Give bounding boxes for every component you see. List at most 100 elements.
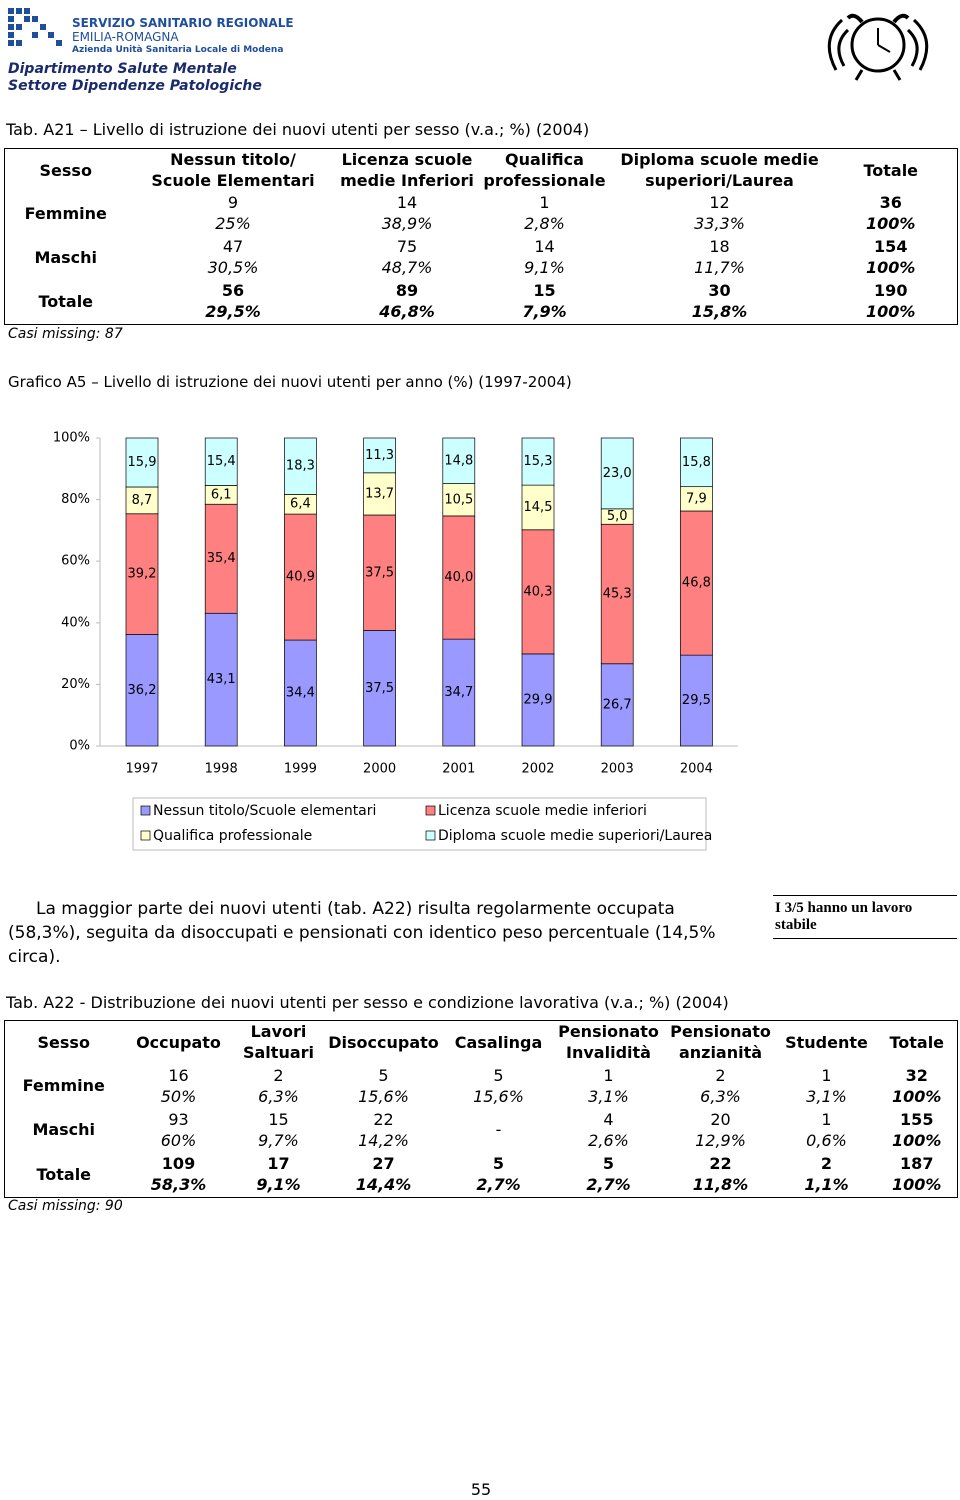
- cell: 5 15,6%: [445, 1064, 553, 1108]
- header-cell: Sesso: [39, 160, 92, 180]
- percent: 11,7%: [694, 258, 745, 277]
- cell: 1 0,6%: [777, 1108, 877, 1152]
- y-tick-label: 80%: [61, 492, 90, 507]
- cell: 47 30,5%: [127, 235, 340, 279]
- count: 16: [168, 1065, 189, 1085]
- cell: 5 15,6%: [323, 1064, 445, 1108]
- percent: 9,1%: [524, 258, 565, 277]
- cell: 9 25%: [127, 191, 340, 235]
- cell: 15 9,7%: [235, 1108, 323, 1152]
- bar-segment: [680, 437, 713, 488]
- data-label: 15,8: [682, 455, 711, 470]
- bar-segment: [284, 513, 317, 641]
- data-label: 11,3: [365, 448, 394, 463]
- percent: 30,5%: [207, 258, 259, 277]
- legend-swatch: [425, 805, 436, 816]
- x-tick-label: 2004: [680, 762, 713, 777]
- percent: 15,8%: [691, 302, 748, 322]
- percent: 15,6%: [358, 1086, 409, 1106]
- cell: 18 11,7%: [615, 235, 825, 279]
- table-head: Sesso Nessun titolo/ Scuole Elementari Lic…: [5, 149, 958, 192]
- percent: 2,7%: [586, 1175, 631, 1195]
- count: 5: [493, 1065, 504, 1085]
- count: 1: [821, 1065, 832, 1085]
- table-note: Casi missing: 87: [8, 326, 123, 342]
- legend-label: Qualifica professionale: [153, 828, 312, 844]
- header-cell: Studente: [785, 1032, 868, 1052]
- bar-segment: [680, 486, 713, 512]
- header-cell: Casalinga: [454, 1032, 543, 1052]
- x-tick-label: 1998: [205, 762, 238, 777]
- count: 1: [539, 193, 550, 212]
- org-line: SERVIZIO SANITARIO REGIONALE: [72, 16, 294, 30]
- data-label: 39,2: [128, 567, 157, 582]
- cell: 32 100%: [877, 1064, 958, 1108]
- count: 5: [378, 1065, 389, 1085]
- cell: 155 100%: [877, 1108, 958, 1152]
- table-row: Totale 109 58,3% 17 9,1% 27 14,4% 5 2,7% 5 2,7% 22 1…: [5, 1152, 958, 1198]
- percent: 12,9%: [695, 1130, 746, 1150]
- count: 32: [905, 1065, 928, 1085]
- bar-segment: [204, 437, 238, 486]
- percent: 60%: [160, 1130, 197, 1150]
- percent: 2,6%: [588, 1130, 629, 1150]
- y-tick-label: 20%: [61, 677, 90, 692]
- count: 30: [708, 281, 731, 301]
- data-label: 29,9: [524, 692, 553, 707]
- table-row: Maschi 47 30,5% 75 48,7% 14 9,1% 18 11,7% 154 100%: [5, 235, 958, 279]
- count: 9: [227, 193, 239, 212]
- percent: 38,9%: [381, 214, 433, 233]
- cell: 14 38,9%: [340, 191, 475, 235]
- header-cell: Disoccupato: [328, 1032, 439, 1052]
- data-label: 15,9: [128, 455, 157, 470]
- count: 17: [267, 1154, 290, 1174]
- data-label: 7,9: [686, 491, 707, 506]
- header-cell: Nessun titolo/ Scuole Elementari: [151, 150, 315, 190]
- count: 109: [161, 1154, 196, 1174]
- data-label: 34,4: [286, 686, 315, 701]
- percent: 100%: [866, 258, 916, 277]
- bar-segment: [442, 483, 476, 517]
- paragraph: La maggior parte dei nuovi utenti (tab. …: [8, 899, 716, 967]
- bar-segment: [600, 663, 634, 747]
- x-tick-label: 2003: [601, 762, 634, 777]
- data-label: 14,8: [444, 453, 473, 468]
- cell: 14 9,1%: [475, 235, 615, 279]
- count: 18: [709, 237, 730, 256]
- y-tick-label: 100%: [53, 431, 90, 446]
- cell: 1 3,1%: [553, 1064, 665, 1108]
- percent: 100%: [892, 1130, 942, 1150]
- table: Sesso Nessun titolo/ Scuole Elementari Lic…: [4, 148, 958, 325]
- data-label: 13,7: [365, 486, 394, 501]
- count: 190: [874, 281, 908, 301]
- cell: 5 2,7%: [445, 1152, 553, 1198]
- count: 75: [396, 237, 418, 256]
- bar-segment: [521, 484, 555, 531]
- cell: 15 7,9%: [475, 279, 615, 324]
- data-label: 40,3: [524, 584, 553, 599]
- percent: 6,3%: [700, 1086, 741, 1106]
- data-label: 40,9: [286, 570, 315, 585]
- header-cell: Totale: [863, 160, 919, 180]
- cell: 190 100%: [825, 279, 958, 324]
- count: 155: [900, 1109, 934, 1129]
- percent: 2,7%: [476, 1175, 521, 1195]
- bar-segment: [680, 654, 713, 747]
- row-label: Maschi: [34, 247, 98, 267]
- percent: 25%: [215, 214, 251, 233]
- cell: 4 2,6%: [553, 1108, 665, 1152]
- legend-swatch: [140, 805, 151, 816]
- data-label: 6,1: [211, 487, 232, 502]
- header-cell: Diploma scuole medie superiori/Laurea: [620, 150, 819, 190]
- count: 4: [603, 1109, 614, 1129]
- count: 93: [168, 1109, 189, 1129]
- header-cell: Totale: [889, 1032, 945, 1052]
- y-tick-label: 60%: [61, 554, 90, 569]
- header-row: Sesso Nessun titolo/ Scuole Elementari Lic…: [5, 149, 958, 192]
- x-tick-label: 1999: [284, 762, 317, 777]
- y-tick-label: 40%: [61, 615, 90, 630]
- row-label: Maschi: [32, 1120, 96, 1139]
- header-cell: Pensionato anzianità: [670, 1022, 771, 1063]
- cell: 1 2,8%: [475, 191, 615, 235]
